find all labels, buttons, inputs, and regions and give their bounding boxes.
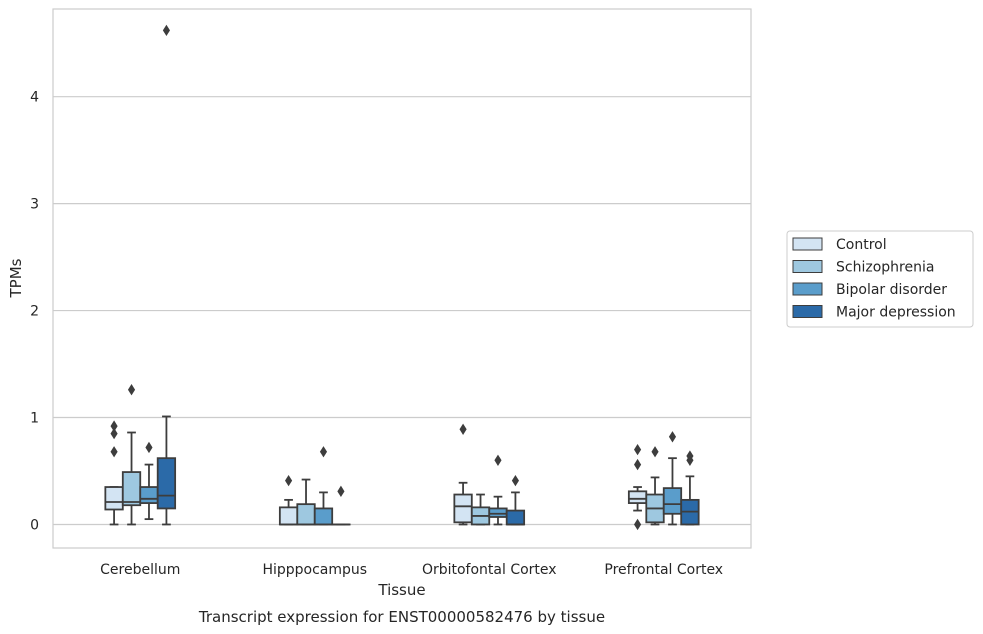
box-2-0 (139, 441, 159, 521)
legend-label: Major depression (836, 305, 956, 321)
legend: Control Schizophrenia Bipolar disorder Majo… (786, 230, 974, 328)
iqr-box (104, 486, 124, 511)
box-2-1 (313, 446, 334, 526)
outlier-point (337, 485, 345, 497)
iqr-box (313, 507, 334, 526)
legend-swatch (792, 260, 823, 273)
box-1-1 (296, 478, 316, 526)
box-1-3 (645, 446, 665, 526)
box-3-0 (156, 24, 177, 526)
outlier-point (145, 441, 153, 454)
outlier-point (285, 474, 293, 487)
box-0-0 (104, 420, 124, 526)
legend-frame (786, 230, 974, 328)
iqr-box (278, 506, 299, 526)
chart-title: Transcript expression for ENST0000058247… (198, 608, 605, 626)
outlier-point (686, 450, 694, 462)
box-3-1 (331, 485, 351, 526)
x-tick-label: Prefrontal Cortex (604, 562, 723, 578)
iqr-box (627, 490, 648, 504)
box-3-2 (505, 474, 526, 526)
outlier-point (634, 518, 642, 531)
outlier-point (110, 427, 118, 440)
boxes (104, 24, 700, 531)
iqr-box (453, 493, 473, 524)
y-tick-label: 1 (30, 411, 39, 427)
legend-swatch (792, 237, 823, 251)
box-1-0 (121, 384, 142, 526)
y-axis-label: TPMs (7, 258, 25, 298)
outlier-point (162, 24, 170, 37)
box-2-3 (662, 431, 683, 526)
outlier-point (511, 474, 519, 487)
outlier-point (110, 420, 118, 432)
plot-frame (52, 8, 752, 549)
outlier-point (494, 454, 502, 466)
y-tick-label: 3 (30, 197, 39, 213)
iqr-box (139, 486, 159, 504)
box-3-3 (680, 450, 700, 526)
outlier-point (110, 446, 118, 458)
box-0-1 (278, 474, 299, 526)
box-1-2 (470, 493, 491, 526)
x-tick-label: Cerebellum (100, 562, 180, 578)
outlier-point (127, 384, 136, 396)
iqr-box (662, 487, 683, 515)
box-0-2 (453, 423, 473, 526)
iqr-box (505, 509, 526, 526)
box-0-3 (627, 443, 648, 531)
outlier-point (459, 423, 467, 435)
x-tick-labels: Cerebellum Hipppocampus Orbitofontal Corte… (100, 562, 723, 578)
iqr-box (488, 507, 508, 518)
iqr-box (296, 503, 316, 526)
y-tick-labels: 0 1 2 3 4 (30, 90, 39, 534)
x-axis-label: Tissue (377, 581, 425, 599)
y-tick-label: 2 (30, 304, 39, 320)
x-tick-label: Hipppocampus (262, 562, 367, 578)
box-2-2 (488, 454, 508, 526)
legend-label: Bipolar disorder (836, 282, 947, 298)
legend-label: Schizophrenia (836, 260, 934, 276)
outlier-point (668, 431, 677, 443)
y-tick-label: 0 (30, 517, 39, 533)
outlier-point (634, 443, 642, 456)
y-tick-label: 4 (30, 90, 39, 106)
legend-label: Control (836, 237, 887, 253)
legend-swatch (792, 305, 823, 318)
iqr-box (121, 471, 142, 507)
outlier-point (651, 446, 659, 458)
outlier-point (319, 446, 328, 458)
outlier-point (634, 458, 642, 471)
x-tick-label: Orbitofontal Cortex (422, 562, 557, 578)
iqr-box (156, 457, 177, 510)
legend-swatch (792, 282, 823, 296)
